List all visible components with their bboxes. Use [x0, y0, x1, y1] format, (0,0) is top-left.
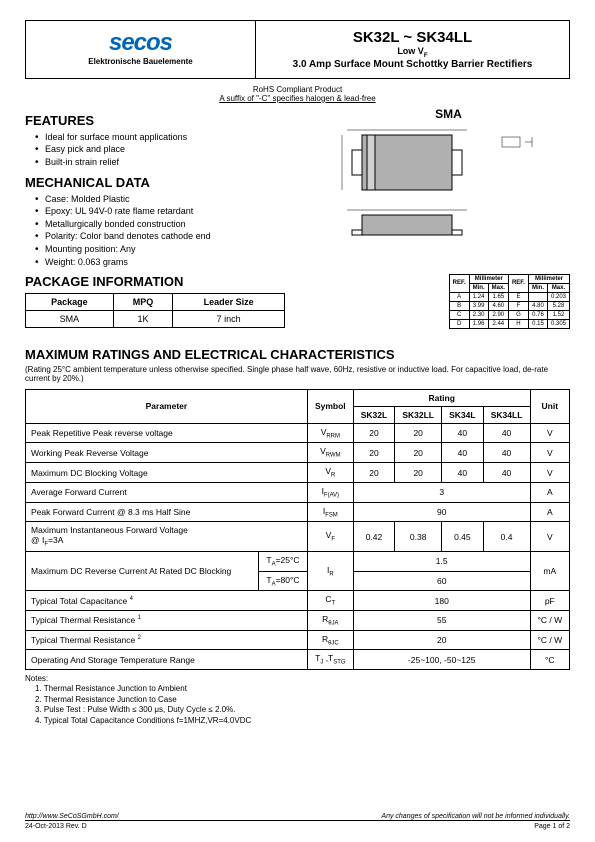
- param-cell: Peak Repetitive Peak reverse voltage: [26, 423, 308, 443]
- title-box: SK32L ~ SK34LL Low VF 3.0 Amp Surface Mo…: [256, 21, 569, 78]
- pkg-header: Leader Size: [173, 294, 285, 311]
- mech-item: Polarity: Color band denotes cathode end: [35, 230, 315, 243]
- notes-title: Notes:: [25, 674, 570, 684]
- features-list: Ideal for surface mount applications Eas…: [25, 131, 315, 169]
- dim-sub: Max.: [547, 283, 569, 292]
- doc-subtitle2: 3.0 Amp Surface Mount Schottky Barrier R…: [264, 59, 561, 70]
- mech-item: Case: Molded Plastic: [35, 193, 315, 206]
- dim-mm-header: Millimeter: [528, 274, 569, 283]
- dimension-table: REF. Millimeter REF. Millimeter Min. Max…: [449, 274, 570, 329]
- note-item: 4. Typical Total Capacitance Conditions …: [35, 716, 570, 726]
- right-column: SMA REF.: [327, 107, 570, 329]
- pkg-header: MPQ: [113, 294, 172, 311]
- pkg-cell: 1K: [113, 311, 172, 328]
- content-top: FEATURES Ideal for surface mount applica…: [25, 107, 570, 329]
- footer-disclaimer: Any changes of specification will not be…: [381, 813, 570, 820]
- dim-sub: Max.: [488, 283, 508, 292]
- footer-url: http://www.SeCoSGmbH.com/: [25, 813, 119, 820]
- param-header: Parameter: [26, 389, 308, 423]
- logo-box: secos Elektronische Bauelemente: [26, 21, 256, 78]
- ratings-title: MAXIMUM RATINGS AND ELECTRICAL CHARACTER…: [25, 347, 570, 362]
- feature-item: Built-in strain relief: [35, 156, 315, 169]
- sma-label: SMA: [327, 107, 570, 121]
- symbol-header: Symbol: [307, 389, 353, 423]
- mechanical-list: Case: Molded Plastic Epoxy: UL 94V-0 rat…: [25, 193, 315, 269]
- rating-header: Rating: [353, 389, 530, 406]
- feature-item: Ideal for surface mount applications: [35, 131, 315, 144]
- mech-item: Weight: 0.063 grams: [35, 256, 315, 269]
- dim-ref-header: REF.: [449, 274, 469, 292]
- footer-date: 24-Oct-2013 Rev. D: [25, 823, 87, 830]
- package-title: PACKAGE INFORMATION: [25, 274, 315, 289]
- note-item: 1. Thermal Resistance Junction to Ambien…: [35, 684, 570, 694]
- dim-sub: Min.: [469, 283, 488, 292]
- mech-item: Metallurgically bonded construction: [35, 218, 315, 231]
- mech-item: Mounting position: Any: [35, 243, 315, 256]
- feature-item: Easy pick and place: [35, 143, 315, 156]
- mech-item: Epoxy: UL 94V-0 rate flame retardant: [35, 205, 315, 218]
- model-header: SK32LL: [395, 406, 442, 423]
- mechanical-title: MECHANICAL DATA: [25, 175, 315, 190]
- logo-text: secos: [34, 29, 247, 57]
- model-header: SK32L: [353, 406, 394, 423]
- ratings-note: (Rating 25°C ambient temperature unless …: [25, 365, 570, 383]
- rohs-line2: A suffix of "-C" specifies halogen & lea…: [25, 94, 570, 103]
- model-header: SK34L: [442, 406, 483, 423]
- package-diagram: [327, 125, 570, 270]
- rohs-line1: RoHS Compliant Product: [25, 85, 570, 94]
- ratings-table: Parameter Symbol Rating Unit SK32L SK32L…: [25, 389, 570, 670]
- package-table: Package MPQ Leader Size SMA 1K 7 inch: [25, 293, 285, 328]
- footer: http://www.SeCoSGmbH.com/ Any changes of…: [25, 813, 570, 830]
- pkg-header: Package: [26, 294, 114, 311]
- notes-section: Notes: 1. Thermal Resistance Junction to…: [25, 674, 570, 726]
- logo-subtitle: Elektronische Bauelemente: [34, 57, 247, 66]
- left-column: FEATURES Ideal for surface mount applica…: [25, 107, 315, 329]
- rohs-note: RoHS Compliant Product A suffix of "-C" …: [25, 85, 570, 103]
- doc-title: SK32L ~ SK34LL: [264, 29, 561, 46]
- note-item: 2. Thermal Resistance Junction to Case: [35, 695, 570, 705]
- footer-page: Page 1 of 2: [534, 823, 570, 830]
- doc-subtitle1: Low VF: [264, 46, 561, 59]
- dim-sub: Min.: [528, 283, 547, 292]
- header: secos Elektronische Bauelemente SK32L ~ …: [25, 20, 570, 79]
- pkg-cell: 7 inch: [173, 311, 285, 328]
- unit-header: Unit: [530, 389, 569, 423]
- features-title: FEATURES: [25, 113, 315, 128]
- dim-mm-header: Millimeter: [469, 274, 508, 283]
- model-header: SK34LL: [483, 406, 530, 423]
- dim-ref-header: REF.: [508, 274, 528, 292]
- pkg-cell: SMA: [26, 311, 114, 328]
- note-item: 3. Pulse Test : Pulse Width ≤ 300 μs, Du…: [35, 705, 570, 715]
